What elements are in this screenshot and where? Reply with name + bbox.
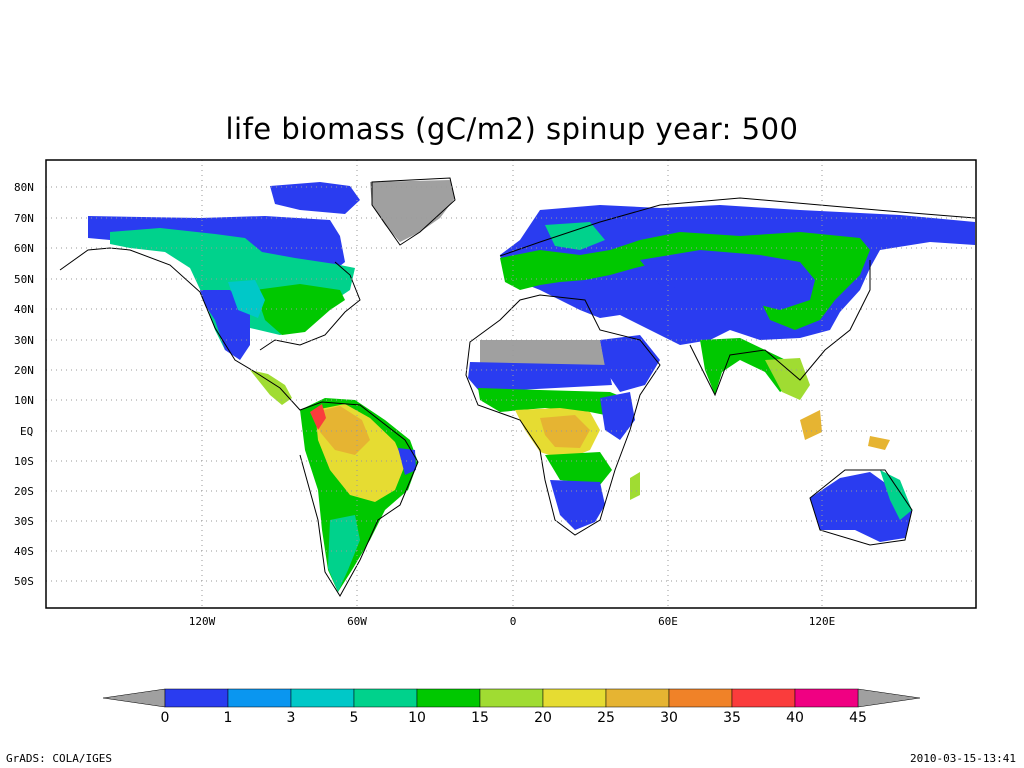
coastlines <box>59 177 976 597</box>
plot-frame <box>45 159 977 609</box>
lat-tick: 20S <box>14 485 34 498</box>
na-central-teal <box>228 280 265 318</box>
colorbar-swatch <box>668 688 733 708</box>
eu-interior-blue <box>640 250 815 310</box>
africa-north-blue <box>468 362 612 392</box>
colorbar-swatch <box>227 688 292 708</box>
africa-south-green <box>545 452 612 485</box>
map-title: life biomass (gC/m2) spinup year: 500 <box>225 112 799 146</box>
lat-tick: 10S <box>14 455 34 468</box>
colorbar-swatch <box>542 688 607 708</box>
colorbar-swatch <box>605 688 670 708</box>
lat-tick: 50S <box>14 575 34 588</box>
colorbar-over-arrow <box>857 688 921 708</box>
lon-tick: 120W <box>189 615 216 628</box>
colorbar-level-label: 5 <box>350 710 359 726</box>
colorbar-level-label: 45 <box>849 710 867 726</box>
lon-tick: 60W <box>347 615 367 628</box>
sa-amazon-red <box>310 404 326 430</box>
sa-south-teal <box>328 515 360 592</box>
colorbar-swatch <box>164 688 229 708</box>
colorbar-level-label: 40 <box>786 710 804 726</box>
colorbar-level-label: 15 <box>471 710 489 726</box>
greenland-ice <box>370 180 455 242</box>
lat-tick: 10N <box>14 394 34 407</box>
colorbar-level-label: 1 <box>224 710 233 726</box>
lat-tick: 30S <box>14 515 34 528</box>
colorbar: 0 1 3 5 10 15 20 25 30 35 40 45 <box>102 688 921 726</box>
footer-credit: GrADS: COLA/IGES <box>6 752 112 765</box>
colorbar-level-label: 0 <box>161 710 170 726</box>
eu-scandinavia <box>545 222 605 250</box>
lon-tick: 120E <box>809 615 836 628</box>
lat-tick: 30N <box>14 334 34 347</box>
africa-east-blue <box>600 392 635 440</box>
lat-tick: 70N <box>14 212 34 225</box>
colorbar-swatch <box>731 688 796 708</box>
lon-tick: 60E <box>658 615 678 628</box>
graticule <box>46 160 976 608</box>
na-arctic-islands <box>270 182 360 214</box>
colorbar-level-label: 10 <box>408 710 426 726</box>
madagascar <box>630 472 640 500</box>
lat-tick: EQ <box>20 425 33 438</box>
lat-tick: 80N <box>14 181 34 194</box>
colorbar-level-label: 20 <box>534 710 552 726</box>
australia-coast-green <box>880 470 912 520</box>
colorbar-swatch <box>416 688 481 708</box>
lat-tick: 50N <box>14 273 34 286</box>
lat-tick: 40N <box>14 303 34 316</box>
new-guinea-orange <box>868 436 890 450</box>
africa-south-blue <box>550 480 605 530</box>
colorbar-under-arrow <box>102 688 166 708</box>
borneo-orange <box>800 410 822 440</box>
se-asia-green <box>765 358 810 400</box>
lat-axis: 80N 70N 60N 50N 40N 30N 20N 10N EQ 10S 2… <box>14 181 34 588</box>
colorbar-level-label: 35 <box>723 710 741 726</box>
asia-south-green <box>700 338 800 395</box>
lat-tick: 40S <box>14 545 34 558</box>
lon-tick: 0 <box>510 615 517 628</box>
africa-congo-orange <box>540 415 590 448</box>
colorbar-swatch <box>479 688 544 708</box>
lat-tick: 20N <box>14 364 34 377</box>
lon-axis: 120W 60W 0 60E 120E <box>189 615 836 628</box>
colorbar-swatch <box>353 688 418 708</box>
colorbar-level-label: 3 <box>287 710 296 726</box>
colorbar-level-label: 25 <box>597 710 615 726</box>
central-america <box>250 370 292 405</box>
colorbar-swatch <box>794 688 859 708</box>
biomass-field <box>88 180 975 592</box>
lat-tick: 60N <box>14 242 34 255</box>
middle-east-blue <box>600 335 660 392</box>
sa-amazon-orange <box>315 406 370 455</box>
colorbar-level-label: 30 <box>660 710 678 726</box>
na-east-green <box>255 284 345 335</box>
footer-timestamp: 2010-03-15-13:41 <box>910 752 1016 765</box>
colorbar-swatch <box>290 688 355 708</box>
